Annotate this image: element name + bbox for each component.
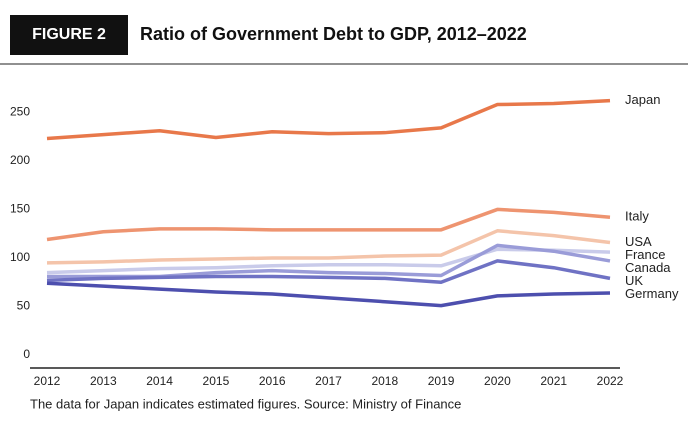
legend-label: Canada: [625, 260, 671, 275]
legend-label: UK: [625, 273, 643, 288]
badge: FIGURE 2: [32, 26, 106, 43]
series-line: [46, 98, 611, 141]
note: The data for Japan indicates estimated f…: [30, 396, 461, 411]
series-line: [46, 247, 611, 275]
x-tick-label: 2012: [34, 374, 61, 388]
x-tick-label: 2020: [484, 374, 511, 388]
x-tick-label: 2018: [371, 374, 398, 388]
y-tick-label: 100: [10, 250, 30, 264]
legend-label: Japan: [625, 92, 660, 107]
x-tick-label: 2015: [203, 374, 230, 388]
legend-label: USA: [625, 234, 652, 249]
x-tick-label: 2016: [259, 374, 286, 388]
y-tick-label: 200: [10, 153, 30, 167]
x-tick-label: 2019: [428, 374, 455, 388]
chart-title: Ratio of Government Debt to GDP, 2012–20…: [140, 24, 527, 44]
legend-label: Germany: [625, 286, 679, 301]
series-line: [46, 259, 611, 285]
legend-label: France: [625, 247, 665, 262]
x-tick-label: 2017: [315, 374, 342, 388]
series-line: [46, 207, 611, 242]
legend-label: Italy: [625, 209, 649, 224]
y-tick-label: 250: [10, 104, 30, 118]
series-line: [46, 281, 611, 308]
x-tick-label: 2013: [90, 374, 117, 388]
x-tick-label: 2022: [597, 374, 624, 388]
x-tick-label: 2021: [540, 374, 567, 388]
y-tick-label: 50: [17, 299, 31, 313]
badge-box: [10, 15, 128, 55]
y-tick-label: 150: [10, 201, 30, 215]
series-line: [46, 229, 611, 265]
y-tick-label: 0: [23, 347, 30, 361]
x-tick-label: 2014: [146, 374, 173, 388]
